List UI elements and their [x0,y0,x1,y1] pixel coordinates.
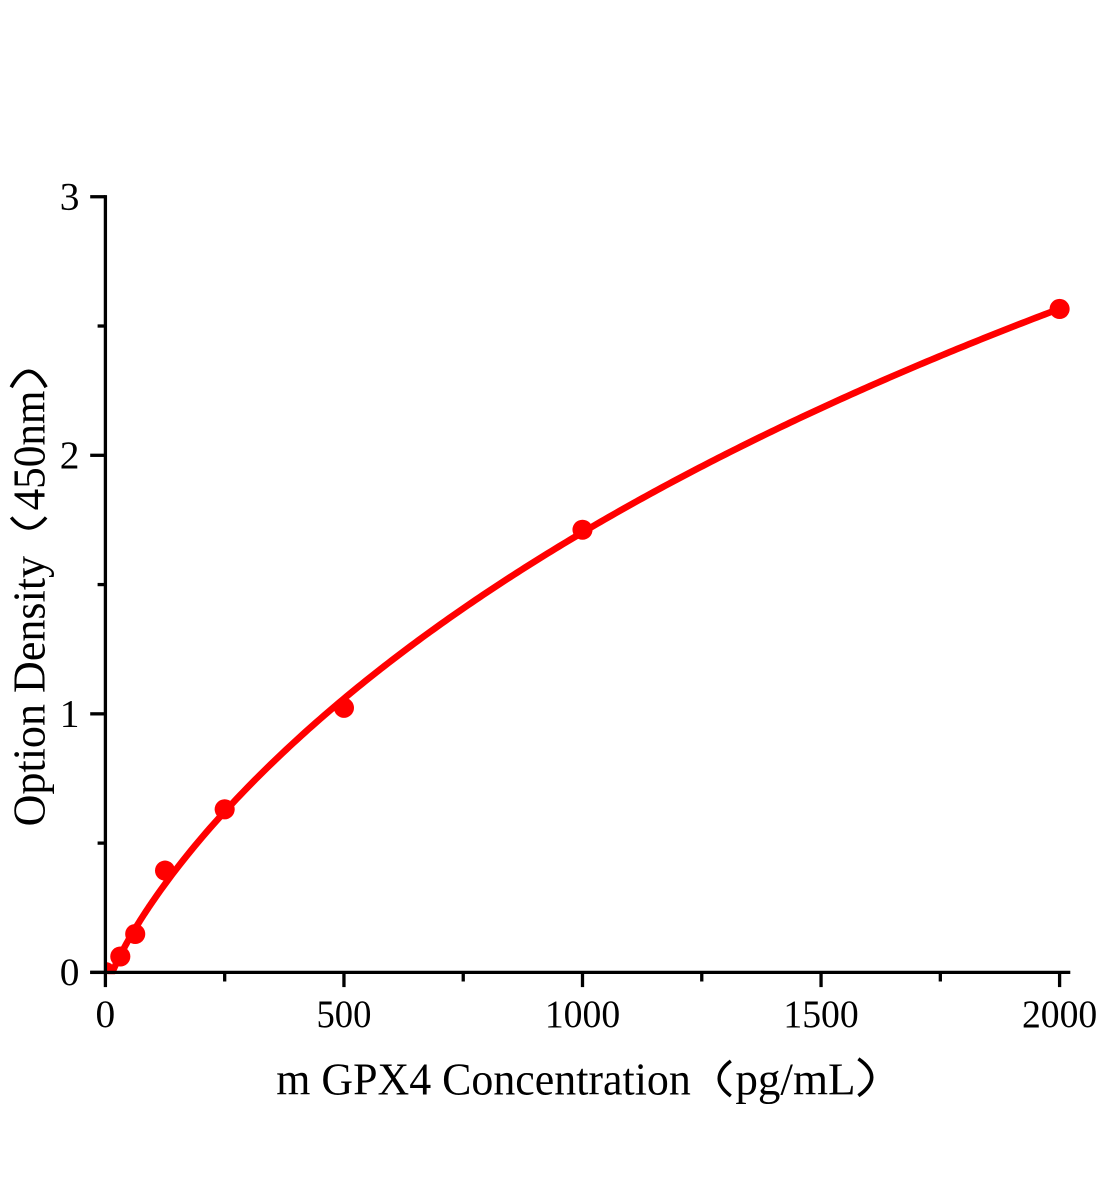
svg-text:0: 0 [96,992,116,1036]
svg-text:2000: 2000 [1022,992,1097,1036]
svg-text:1: 1 [60,691,80,735]
svg-text:1000: 1000 [545,992,620,1036]
svg-text:2: 2 [60,433,80,477]
svg-text:3: 3 [60,174,80,218]
svg-text:0: 0 [60,950,80,994]
svg-text:m GPX4 Concentration: m GPX4 Concentration [276,1054,691,1105]
svg-text:Option Density: Option Density [4,556,55,827]
svg-text:500: 500 [317,992,372,1036]
svg-text:pg/mL: pg/mL [735,1054,855,1105]
svg-text:450nm: 450nm [4,390,55,510]
svg-text:1500: 1500 [783,992,858,1036]
